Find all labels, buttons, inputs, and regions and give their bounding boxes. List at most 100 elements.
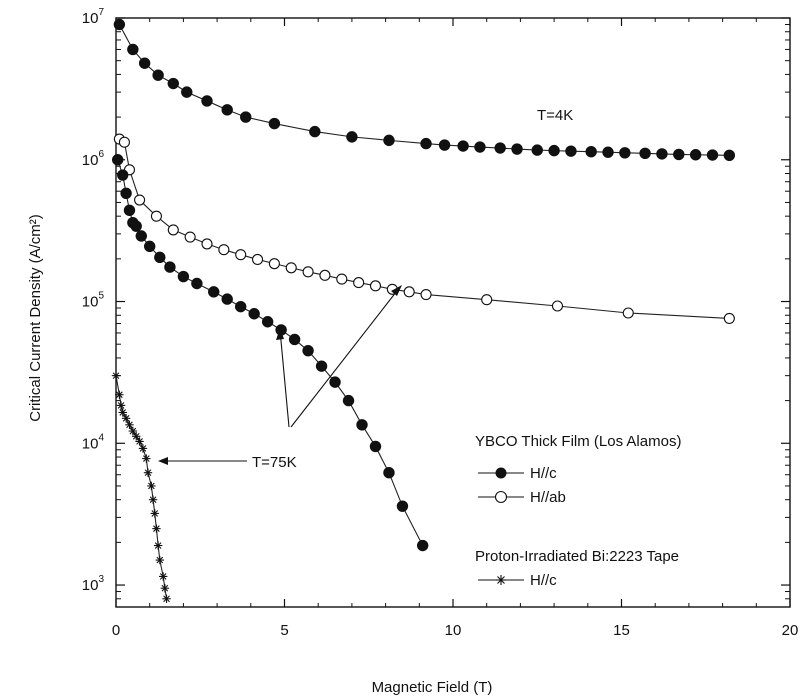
data-point-star-d2 bbox=[122, 414, 130, 422]
data-point-star-d2 bbox=[112, 372, 120, 379]
x-tick-label: 15 bbox=[613, 622, 630, 639]
data-point-star-d2 bbox=[136, 438, 143, 445]
data-point bbox=[585, 145, 597, 158]
data-point-star-d2 bbox=[163, 595, 170, 603]
data-point bbox=[356, 419, 368, 431]
data-point bbox=[548, 144, 560, 157]
data-point bbox=[181, 86, 193, 98]
data-point-star-d2 bbox=[129, 427, 137, 435]
data-point bbox=[167, 77, 179, 90]
data-point bbox=[438, 139, 451, 151]
y-axis-label: Critical Current Density (A/cm²) bbox=[27, 214, 44, 422]
data-point bbox=[127, 43, 139, 56]
data-point bbox=[221, 293, 233, 305]
data-point-star-d2 bbox=[144, 469, 152, 477]
data-point-star-d2 bbox=[153, 525, 160, 532]
data-point bbox=[531, 144, 543, 156]
data-point bbox=[723, 149, 736, 162]
data-point bbox=[457, 140, 469, 152]
annotation-arrow-hab bbox=[290, 286, 401, 428]
data-point bbox=[117, 169, 129, 181]
series-line bbox=[118, 24, 730, 156]
data-point bbox=[481, 294, 493, 306]
data-point bbox=[235, 249, 247, 261]
series-line bbox=[115, 375, 168, 599]
data-point bbox=[208, 286, 220, 298]
data-point bbox=[639, 147, 651, 160]
data-point bbox=[302, 266, 314, 278]
data-point bbox=[494, 142, 506, 154]
data-point bbox=[403, 286, 415, 298]
series-3 bbox=[111, 371, 171, 603]
data-point-star-d2 bbox=[161, 584, 169, 592]
annotation-arrow-hc bbox=[279, 329, 290, 428]
data-point bbox=[706, 149, 719, 161]
y-tick-label: 106 bbox=[82, 149, 105, 169]
legend-label-hc: H//c bbox=[530, 465, 557, 482]
data-point bbox=[602, 146, 614, 158]
data-point-star-d2 bbox=[156, 556, 164, 564]
data-point bbox=[144, 240, 156, 253]
data-point bbox=[134, 194, 146, 206]
data-point bbox=[268, 117, 281, 130]
legend-label-hab: H//ab bbox=[530, 489, 566, 506]
data-point bbox=[113, 18, 126, 31]
data-point bbox=[353, 277, 365, 289]
data-point bbox=[336, 273, 348, 285]
data-point-star-d2 bbox=[126, 421, 133, 429]
data-point bbox=[619, 147, 631, 159]
legend-label-bi-hc: H//c bbox=[530, 572, 557, 589]
data-point bbox=[396, 500, 409, 512]
data-point bbox=[420, 288, 432, 301]
series-0 bbox=[113, 18, 736, 162]
annotation-t75k: T=75K bbox=[252, 454, 297, 471]
data-point bbox=[152, 69, 164, 81]
data-point bbox=[288, 333, 301, 346]
data-point bbox=[191, 277, 203, 290]
y-tick-label: 105 bbox=[82, 291, 105, 311]
data-point bbox=[138, 57, 151, 69]
y-tick-label: 104 bbox=[82, 432, 105, 452]
data-point bbox=[111, 154, 124, 166]
data-point bbox=[346, 131, 358, 143]
data-point bbox=[319, 269, 331, 281]
x-tick-label: 5 bbox=[280, 622, 288, 639]
data-point bbox=[218, 244, 230, 256]
plot-frame bbox=[115, 17, 791, 608]
data-point-star-d2 bbox=[149, 496, 157, 504]
data-point bbox=[167, 224, 179, 236]
data-point bbox=[130, 220, 142, 232]
data-point-star-d2 bbox=[116, 391, 123, 399]
data-point bbox=[164, 261, 176, 273]
data-point bbox=[673, 148, 685, 161]
legend-title-ybco: YBCO Thick Film (Los Alamos) bbox=[475, 433, 681, 450]
axes: 0 5 10 15 20 103 104 105 106 107 bbox=[82, 7, 799, 639]
series-layer bbox=[111, 18, 736, 603]
data-point bbox=[309, 125, 321, 138]
data-point bbox=[723, 312, 735, 324]
data-point bbox=[689, 149, 702, 161]
data-point-star-d2 bbox=[497, 576, 505, 584]
data-point bbox=[551, 300, 564, 312]
y-tick-label: 103 bbox=[82, 574, 105, 594]
data-point-star-d2 bbox=[139, 445, 147, 452]
data-point bbox=[315, 360, 328, 372]
data-point bbox=[622, 307, 634, 319]
data-point bbox=[201, 238, 213, 250]
data-point bbox=[154, 251, 166, 264]
arrowhead bbox=[158, 457, 168, 465]
series-1 bbox=[113, 133, 735, 324]
data-point bbox=[221, 104, 233, 116]
legend-marker-hc bbox=[495, 467, 507, 479]
data-point bbox=[135, 230, 147, 242]
data-point bbox=[565, 145, 577, 157]
data-point bbox=[342, 394, 355, 407]
data-point bbox=[118, 136, 130, 148]
legend-title-bi2223: Proton-Irradiated Bi:2223 Tape bbox=[475, 548, 679, 565]
data-point bbox=[201, 95, 213, 107]
data-point bbox=[261, 316, 274, 328]
data-point bbox=[251, 253, 264, 266]
data-point bbox=[234, 300, 247, 313]
x-tick-label: 10 bbox=[445, 622, 462, 639]
